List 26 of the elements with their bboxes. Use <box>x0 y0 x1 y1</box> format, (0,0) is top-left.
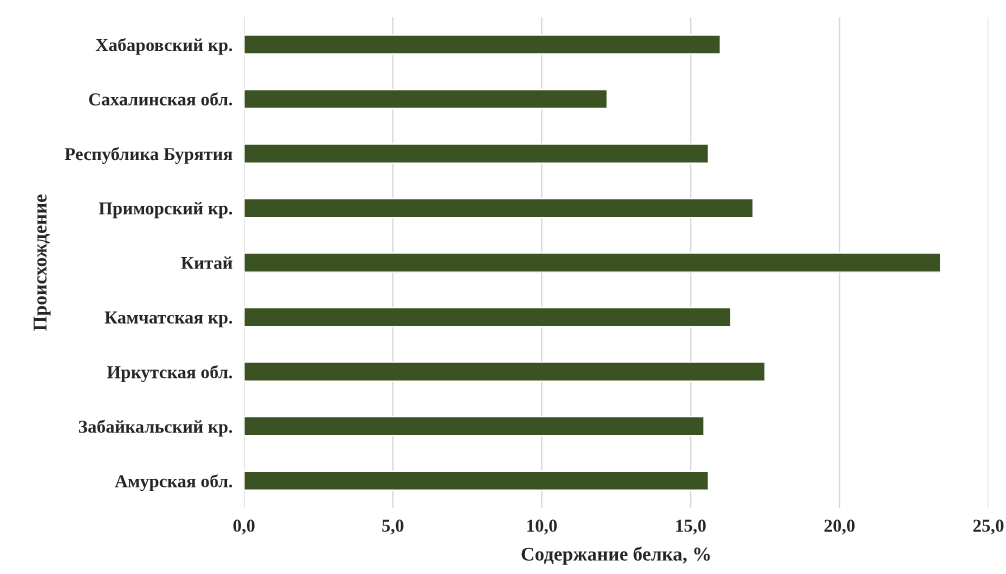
x-tick-label: 10,0 <box>527 519 557 535</box>
y-tick-label: Забайкальский кр. <box>78 419 233 437</box>
y-tick-label: Сахалинская обл. <box>89 92 233 106</box>
x-tick-label: 25,0 <box>973 519 1004 535</box>
y-tick-label: Хабаровский кр. <box>95 38 233 55</box>
x-tick-label: 20,0 <box>824 519 855 535</box>
y-tick-label: Иркутская обл. <box>107 365 233 383</box>
bar <box>243 88 608 110</box>
bar <box>243 143 710 164</box>
y-axis-title: Происхождение <box>33 194 51 331</box>
bar <box>243 197 754 219</box>
y-tick-label: Камчатская кр. <box>104 311 233 328</box>
x-tick-label: 15,0 <box>676 519 706 535</box>
bar <box>243 470 710 491</box>
bar <box>243 252 942 273</box>
x-tick-label: 5,0 <box>382 519 404 535</box>
y-tick-label: Приморский кр. <box>98 201 233 219</box>
y-tick-label: Республика Бурятия <box>64 147 233 164</box>
y-tick-label: Амурская обл. <box>114 474 233 492</box>
bar <box>243 361 766 382</box>
bar <box>243 34 722 55</box>
x-axis-title: Содержание белка, % <box>521 546 710 565</box>
bar <box>243 415 705 437</box>
bar <box>243 306 732 328</box>
x-tick-label: 0,0 <box>233 519 255 535</box>
y-tick-label: Китай <box>181 256 233 270</box>
